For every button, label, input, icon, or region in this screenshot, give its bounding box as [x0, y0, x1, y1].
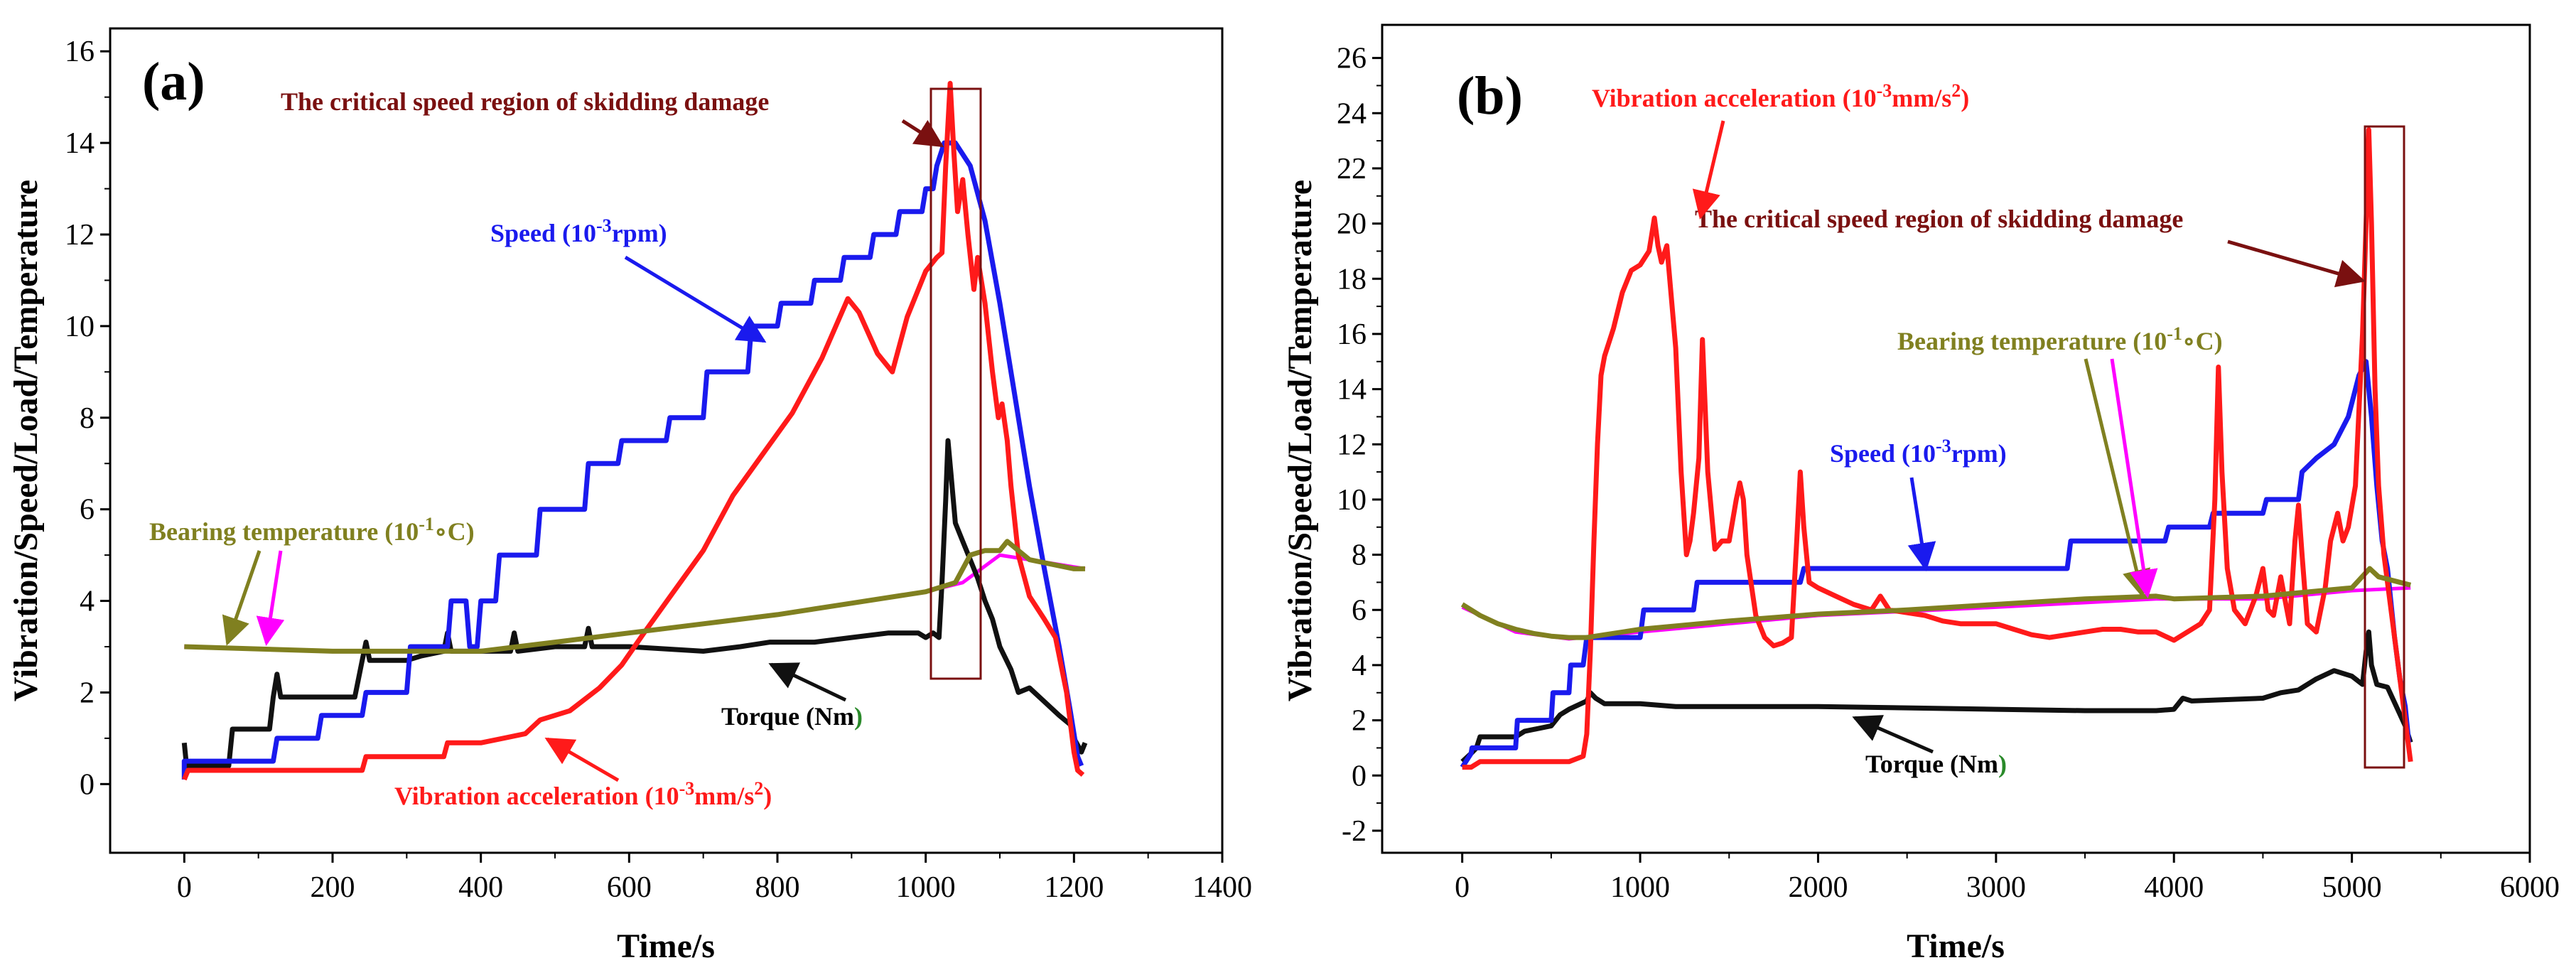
- speed-arrow-a: [624, 255, 767, 343]
- y-tick-label-b: 10: [1337, 484, 1367, 517]
- plot-frame-b: [1381, 23, 2531, 854]
- x-tick-label-a: 1200: [1044, 871, 1104, 904]
- x-tick-label-a: 600: [607, 871, 652, 904]
- temperature-label-a: Bearing temperature (10-1∘C): [149, 514, 475, 546]
- vibration-arrow-a: [544, 737, 620, 782]
- y-tick-label-b: 26: [1337, 43, 1367, 75]
- x-tick-label-a: 1000: [896, 871, 956, 904]
- vibration-label-b: Vibration acceleration (10-3mm/s2): [1592, 80, 1969, 113]
- x-tick-label-b: 6000: [2500, 871, 2560, 904]
- series-line-temp_pink-a: [184, 553, 1086, 653]
- series-layer-b: [1460, 127, 2413, 770]
- series-line-temperature-b: [1460, 566, 2412, 640]
- series-line-vibration-a: [182, 80, 1085, 781]
- x-tick-label-a: 1400: [1192, 871, 1252, 904]
- region-title-a: The critical speed region of skidding da…: [281, 87, 769, 116]
- y-tick-label-b: 2: [1352, 705, 1367, 738]
- y-tick-label-b: 16: [1337, 318, 1367, 351]
- x-axis-title-b: Time/s: [1907, 927, 2005, 965]
- plot-frame-a: [109, 27, 1224, 854]
- y-tick-label-b: 12: [1337, 429, 1367, 461]
- x-tick-label-a: 200: [311, 871, 355, 904]
- y-tick-label-a: 0: [80, 768, 95, 801]
- y-tick-label-b: 6: [1352, 594, 1367, 627]
- y-tick-label-a: 2: [80, 677, 95, 709]
- ticks-b: 0 1000 2000 3000 4000 5000 6000-20246810121416…: [1337, 43, 2560, 904]
- speed-label-b: Speed (10-3rpm): [1830, 436, 2007, 468]
- y-tick-label-a: 6: [80, 494, 95, 527]
- panel-label-a: (a): [142, 52, 205, 112]
- y-tick-label-a: 8: [80, 402, 95, 435]
- series-line-torque-b: [1460, 629, 2413, 764]
- temperature-arrow-b: [2084, 358, 2151, 598]
- ticks-a: 0 200 400 600 800 1000 1200 1400 0 2 4 6 8 10 12 14 16: [65, 36, 1252, 904]
- panel-b: 0 1000 2000 3000 4000 5000 6000-20246810121416…: [1281, 23, 2560, 965]
- vibration-arrow-b: [1692, 120, 1725, 220]
- temperature-arrow-pink-b: [2110, 358, 2158, 598]
- y-tick-label-a: 12: [65, 219, 95, 252]
- x-axis-title-a: Time/s: [617, 927, 715, 965]
- torque-label-a: Torque (Nm): [721, 702, 863, 731]
- torque-label-b: Torque (Nm): [1865, 750, 2007, 778]
- x-tick-label-b: 5000: [2322, 871, 2382, 904]
- region-arrow-b: [2227, 239, 2366, 288]
- y-tick-label-b: 18: [1337, 263, 1367, 296]
- temperature-arrow-a: [222, 550, 262, 646]
- x-tick-label-b: 0: [1455, 871, 1470, 904]
- torque-arrow-b: [1852, 715, 1934, 754]
- x-tick-label-a: 0: [177, 871, 192, 904]
- x-tick-label-a: 400: [458, 871, 503, 904]
- y-axis-title-a: Vibration/Speed/Load/Temperature: [7, 180, 45, 701]
- vibration-label-a: Vibration acceleration (10-3mm/s2): [394, 778, 772, 811]
- region-title-b: The critical speed region of skidding da…: [1695, 205, 2183, 233]
- critical-region-box-b: [2364, 125, 2405, 769]
- x-tick-label-b: 2000: [1788, 871, 1848, 904]
- y-tick-label-a: 16: [65, 36, 95, 68]
- y-tick-label-b: 24: [1337, 97, 1367, 130]
- critical-region-box-a: [929, 87, 982, 680]
- x-tick-label-b: 1000: [1610, 871, 1670, 904]
- series-line-torque-a: [181, 438, 1088, 769]
- y-tick-label-b: 4: [1352, 650, 1367, 682]
- y-tick-label-a: 4: [80, 586, 95, 618]
- series-layer-a: [181, 80, 1088, 781]
- x-tick-label-b: 4000: [2144, 871, 2204, 904]
- speed-label-a: Speed (10-3rpm): [490, 215, 667, 248]
- y-tick-label-b: 0: [1352, 760, 1367, 792]
- y-axis-title-b: Vibration/Speed/Load/Temperature: [1281, 180, 1319, 701]
- torque-arrow-a: [768, 662, 847, 702]
- x-tick-label-b: 3000: [1966, 871, 2026, 904]
- series-line-vibration-b: [1462, 127, 2413, 770]
- x-tick-label-a: 800: [755, 871, 800, 904]
- y-tick-label-b: 8: [1352, 539, 1367, 572]
- region-arrow-a: [901, 119, 944, 148]
- y-tick-label-a: 14: [65, 127, 95, 160]
- series-line-speed-a: [181, 140, 1084, 780]
- temperature-label-b: Bearing temperature (10-1∘C): [1897, 323, 2223, 356]
- panel-label-b: (b): [1457, 66, 1523, 126]
- panel-a: 0 200 400 600 800 1000 1200 1400 0 2 4 6 8 10 12 14 16 T…: [7, 27, 1252, 965]
- series-line-speed-b: [1460, 359, 2412, 769]
- y-tick-label-b: 14: [1337, 374, 1367, 406]
- y-tick-label-b: -2: [1342, 815, 1367, 848]
- y-tick-label-b: 22: [1337, 153, 1367, 185]
- y-tick-label-a: 10: [65, 311, 95, 343]
- temperature-arrow-pink-a: [256, 550, 285, 646]
- speed-arrow-b: [1907, 477, 1936, 571]
- y-tick-label-b: 20: [1337, 208, 1367, 241]
- series-line-temperature-a: [184, 539, 1085, 654]
